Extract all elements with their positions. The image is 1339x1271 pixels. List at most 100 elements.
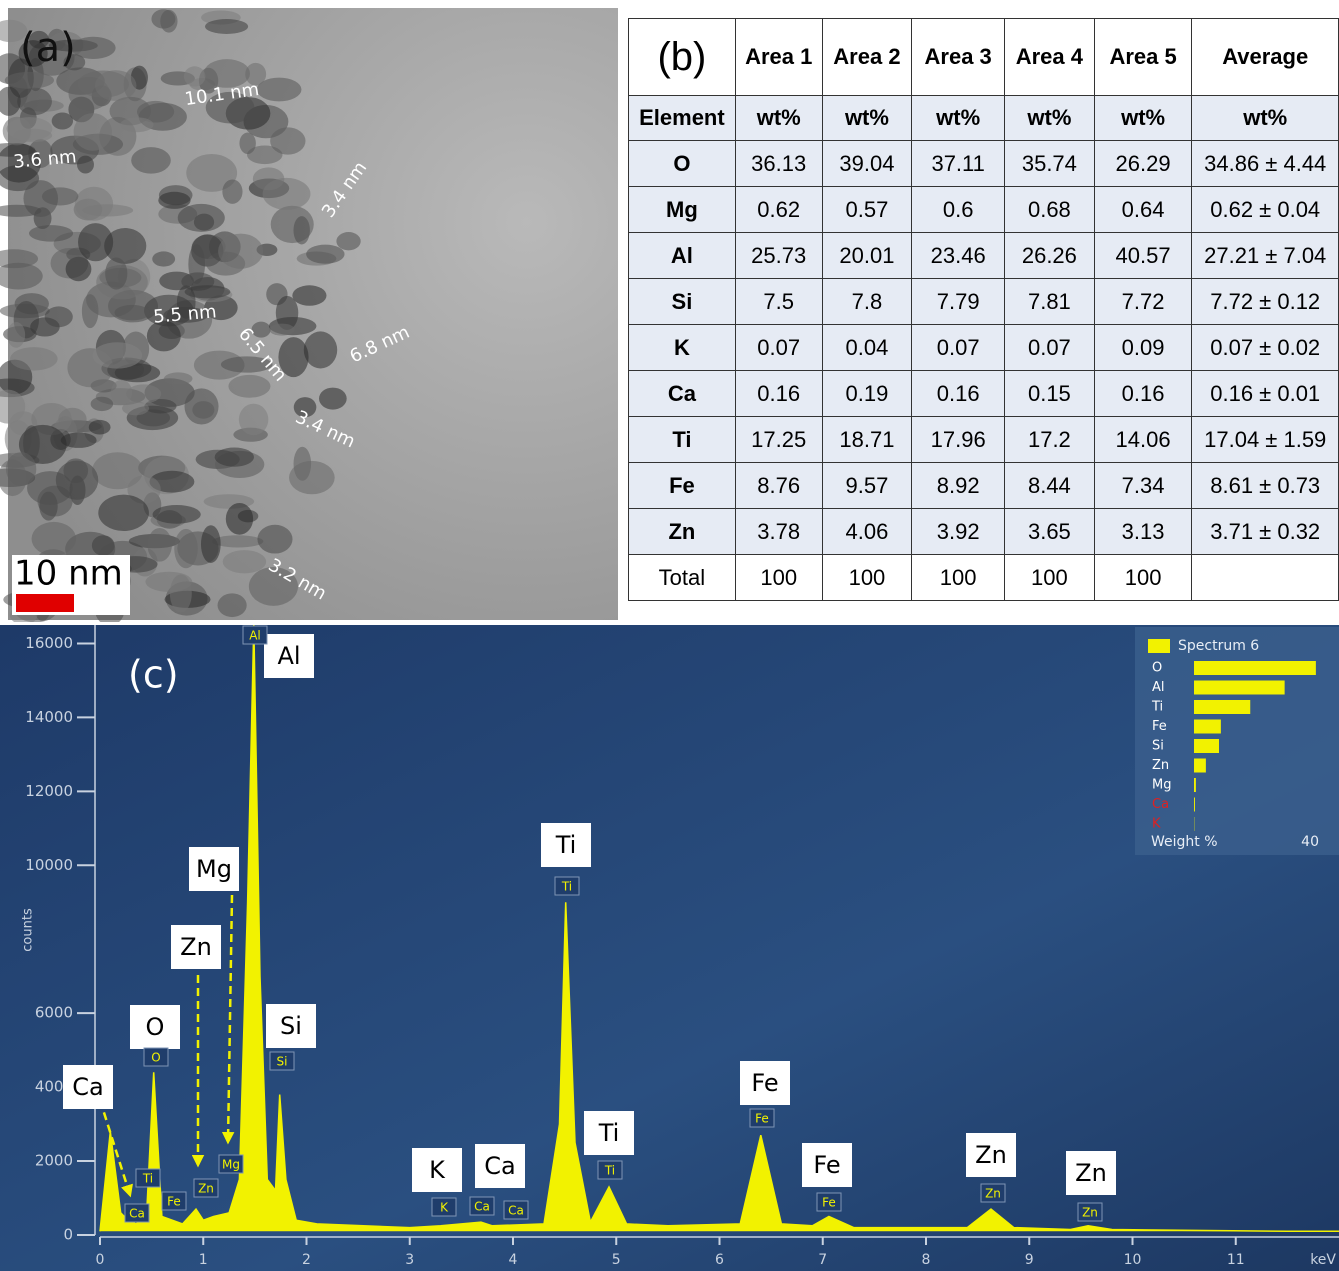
table-cell: 8.92 (912, 463, 1005, 509)
peak-label: Zn (975, 1141, 1007, 1169)
peak-label: Ca (72, 1073, 103, 1101)
particle (131, 147, 171, 173)
table-cell: 26.26 (1005, 233, 1095, 279)
y-tick-label: 12000 (25, 782, 73, 800)
table-cell: 0.68 (1005, 187, 1095, 233)
table-cell: 34.86 ± 4.44 (1192, 141, 1339, 187)
particle (223, 550, 266, 573)
inset-bar (1194, 700, 1250, 714)
particle (78, 223, 113, 261)
table-cell: Zn (629, 509, 736, 555)
table-row: (b)Area 1Area 2Area 3Area 4Area 5Average (629, 19, 1339, 96)
x-tick-label: 10 (1124, 1252, 1142, 1268)
table-cell: wt% (1094, 96, 1192, 141)
table-cell: 26.29 (1094, 141, 1192, 187)
particle (184, 388, 218, 424)
peak-label: K (429, 1156, 446, 1184)
peak-tag: Ca (129, 1207, 145, 1221)
table-cell: 17.04 ± 1.59 (1192, 417, 1339, 463)
particle (145, 572, 192, 592)
table-cell: Area 1 (735, 19, 822, 96)
table-cell: 3.92 (912, 509, 1005, 555)
inset-axis-label: Weight % (1151, 834, 1218, 850)
peak-label: Ti (598, 1119, 620, 1147)
table-cell: 100 (1094, 555, 1192, 601)
table-cell: 7.34 (1094, 463, 1192, 509)
x-tick-label: 7 (818, 1252, 827, 1268)
particle (147, 528, 172, 562)
inset-category: Ti (1151, 700, 1163, 715)
particle (95, 70, 137, 101)
composition-table: (b)Area 1Area 2Area 3Area 4Area 5Average… (628, 18, 1339, 601)
particle (71, 37, 116, 59)
table-cell: 17.25 (735, 417, 822, 463)
particle (263, 178, 311, 210)
table-cell: 0.04 (822, 325, 912, 371)
table-row: Si7.57.87.797.817.727.72 ± 0.12 (629, 279, 1339, 325)
legend-swatch (1148, 639, 1170, 653)
table-cell: wt% (1005, 96, 1095, 141)
table-cell: 0.07 (912, 325, 1005, 371)
x-tick-label: 4 (509, 1252, 518, 1268)
peak-label: Fe (751, 1069, 778, 1097)
table-cell: 0.07 ± 0.02 (1192, 325, 1339, 371)
table-cell: 7.72 ± 0.12 (1192, 279, 1339, 325)
legend-label: Spectrum 6 (1178, 638, 1259, 654)
particle (184, 66, 206, 86)
x-tick-label: 0 (96, 1252, 105, 1268)
particle (289, 461, 335, 494)
peak-label: Fe (813, 1151, 840, 1179)
table-row: Elementwt%wt%wt%wt%wt%wt% (629, 96, 1339, 141)
particle (226, 503, 253, 535)
table-cell: Fe (629, 463, 736, 509)
inset-category: Ca (1152, 797, 1169, 812)
peak-tag: Fe (755, 1112, 769, 1126)
table-cell: 3.13 (1094, 509, 1192, 555)
x-tick-label: 2 (302, 1252, 311, 1268)
particle (61, 432, 97, 447)
peak-tag: Si (277, 1055, 288, 1069)
inset-bar (1194, 798, 1195, 812)
inset-bar (1194, 720, 1221, 734)
particle (10, 347, 57, 370)
peak-tag: Ti (604, 1164, 615, 1178)
peak-tag: Ca (474, 1200, 490, 1214)
table-row: Ca0.160.190.160.150.160.16 ± 0.01 (629, 371, 1339, 417)
table-cell: 20.01 (822, 233, 912, 279)
particle (7, 322, 25, 348)
peak-tag: Zn (985, 1187, 1001, 1201)
particle (239, 404, 268, 435)
figure: (a) 10 nm 10.1 nm3.6 nm3.4 nm5.5 nm6.5 n… (0, 0, 1339, 1271)
table-cell: Area 3 (912, 19, 1005, 96)
table-cell: 8.76 (735, 463, 822, 509)
table-cell: Si (629, 279, 736, 325)
particle (336, 232, 360, 250)
inset-bar (1194, 681, 1285, 695)
x-tick-label: 5 (612, 1252, 621, 1268)
particle (105, 257, 127, 289)
peak-tag: Fe (167, 1195, 181, 1209)
y-tick-label: 0 (63, 1226, 73, 1244)
particle (5, 72, 54, 89)
particle (115, 305, 150, 320)
inset-category: Zn (1152, 758, 1169, 773)
particle (120, 117, 153, 132)
peak-tag: Al (249, 629, 261, 643)
table-row: K0.070.040.070.070.090.07 ± 0.02 (629, 325, 1339, 371)
table-cell: 14.06 (1094, 417, 1192, 463)
table-cell: 7.81 (1005, 279, 1095, 325)
table-cell: Total (629, 555, 736, 601)
particle (215, 447, 254, 466)
table-cell: 36.13 (735, 141, 822, 187)
particle (92, 342, 142, 368)
table-cell: 35.74 (1005, 141, 1095, 187)
particle (218, 593, 247, 617)
particle (304, 331, 337, 368)
table-row: Mg0.620.570.60.680.640.62 ± 0.04 (629, 187, 1339, 233)
peak-tag: Zn (198, 1182, 214, 1196)
particle (158, 192, 190, 209)
particle (292, 285, 326, 305)
table-cell: 4.06 (822, 509, 912, 555)
